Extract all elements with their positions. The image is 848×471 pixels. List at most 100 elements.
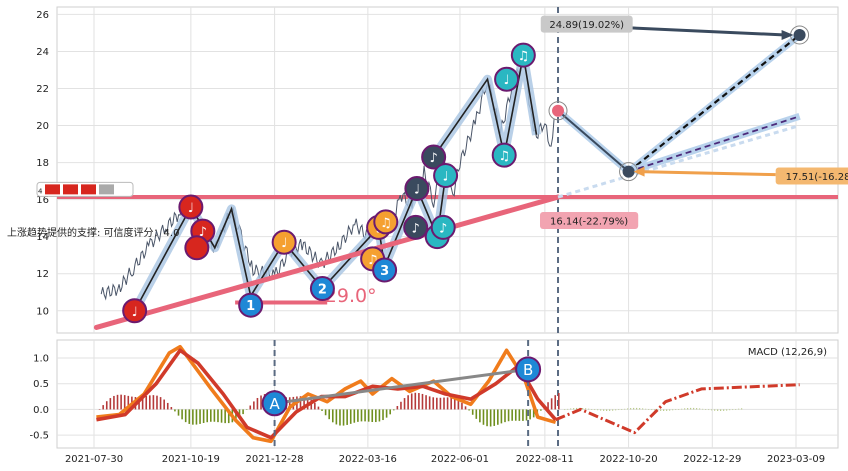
macd-hist-bar — [256, 397, 259, 410]
price-series-line — [100, 57, 555, 301]
angle-label: 29.0° — [325, 285, 377, 307]
signal-marker-label: ♩ — [414, 183, 420, 198]
macd-hist-projected — [702, 408, 704, 410]
projection-node — [622, 165, 635, 178]
macd-hist-bar — [511, 409, 513, 421]
signal-marker-label: ♫ — [498, 149, 510, 164]
macd-hist-projected — [696, 408, 698, 410]
macd-hist-projected — [741, 408, 743, 410]
macd-signal-connector — [274, 367, 529, 405]
macd-hist-projected — [669, 409, 671, 411]
macd-hist-bar — [357, 409, 359, 422]
macd-hist-bar — [177, 409, 180, 416]
macd-hist-projected — [729, 409, 731, 411]
macd-hist-projected — [600, 409, 602, 411]
x-tick-label: 2022-10-20 — [600, 454, 658, 465]
macd-hist-projected — [615, 409, 617, 411]
macd-hist-projected — [705, 409, 707, 410]
macd-hist-bar — [317, 406, 320, 410]
macd-hist-bar — [396, 405, 399, 410]
macd-hist-bar — [418, 393, 420, 410]
macd-hist-projected — [591, 409, 593, 410]
macd-hist-bar — [367, 409, 370, 422]
macd-signal-marker — [515, 356, 542, 383]
macd-hist-projected — [714, 409, 716, 411]
target-up-label: 24.89(19.02%) — [549, 20, 624, 31]
macd-y-tick: -0.5 — [29, 431, 49, 442]
macd-hist-bar — [195, 409, 198, 425]
signal-marker — [122, 298, 148, 324]
x-tick-label: 2022-12-29 — [683, 454, 741, 465]
macd-hist-bar — [410, 393, 413, 410]
signal-marker-label: ♩ — [443, 170, 449, 185]
macd-hist-bar — [260, 395, 262, 410]
macd-hist-bar — [504, 409, 506, 423]
macd-hist-projected — [672, 409, 674, 411]
macd-hist-projected — [651, 409, 653, 411]
macd-hist-bar — [428, 396, 431, 410]
price-y-tick: 24 — [36, 47, 49, 58]
signal-marker — [372, 257, 398, 283]
macd-hist-projected — [570, 408, 572, 410]
macd-hist-bar — [525, 409, 528, 421]
macd-hist-projected — [609, 409, 611, 411]
macd-hist-bar — [457, 400, 460, 410]
macd-hist-bar — [461, 402, 463, 410]
macd-hist-bar — [389, 409, 391, 415]
arrow-17-51 — [639, 170, 776, 177]
macd-hist-projected — [630, 408, 632, 410]
macd-hist-bar — [242, 409, 244, 415]
price-y-tick: 26 — [36, 10, 49, 21]
macd-hist-bar — [450, 397, 452, 410]
macd-hist-bar — [403, 398, 406, 410]
macd-hist-bar — [522, 409, 524, 421]
macd-hist-bar — [439, 397, 442, 410]
macd-hist-bar — [303, 396, 305, 410]
macd-hist-bar — [166, 402, 169, 410]
macd-hist-bar — [339, 409, 341, 426]
macd-hist-bar — [159, 397, 162, 410]
arrow-17-51-head — [633, 166, 645, 177]
macd-hist-bar — [371, 409, 374, 423]
price-y-tick: 10 — [36, 306, 49, 317]
macd-hist-bar — [471, 409, 474, 415]
macd-y-tick: 1.0 — [33, 354, 49, 365]
price-y-tick: 12 — [36, 269, 49, 280]
macd-hist-projected — [666, 409, 668, 411]
macd-hist-bar — [540, 409, 542, 411]
macd-hist-bar — [238, 409, 241, 418]
support-trend-line — [93, 194, 561, 330]
macd-hist-bar — [453, 398, 456, 410]
macd-hist-bar — [414, 392, 417, 410]
macd-hist-bar — [382, 409, 384, 421]
macd-hist-bar — [217, 409, 219, 423]
macd-hist-bar — [518, 409, 521, 421]
support-extension — [557, 124, 801, 199]
macd-hist-bar — [554, 395, 557, 410]
signal-marker — [430, 214, 456, 240]
macd-hist-bar — [170, 407, 173, 410]
macd-hist-bar — [446, 397, 449, 410]
macd-hist-bar — [475, 409, 478, 419]
macd-hist-bar — [432, 397, 435, 410]
macd-hist-bar — [98, 409, 101, 410]
macd-hist-projected — [618, 409, 620, 411]
macd-hist-bar — [202, 409, 205, 423]
macd-y-tick: 0.5 — [33, 379, 49, 390]
macd-hist-projected — [678, 409, 680, 410]
macd-hist-bar — [152, 395, 155, 410]
target-down-label-bg — [775, 167, 848, 185]
current-node — [552, 104, 565, 117]
support-score-text: 上涨趋势提供的支撑: 可信度评分：4.0 — [7, 226, 179, 239]
target-down-label: 17.51(-16.28%) — [786, 172, 848, 183]
macd-hist-projected — [585, 408, 587, 410]
macd-series-2 — [555, 383, 800, 435]
macd-hist-projected — [726, 409, 728, 411]
macd-hist-bar — [550, 398, 553, 410]
macd-hist-projected — [648, 409, 650, 410]
macd-hist-bar — [532, 409, 535, 418]
support-price-label-bg — [540, 212, 639, 230]
macd-hist-bar — [145, 395, 148, 410]
x-tick-label: 2023-03-09 — [767, 454, 825, 465]
